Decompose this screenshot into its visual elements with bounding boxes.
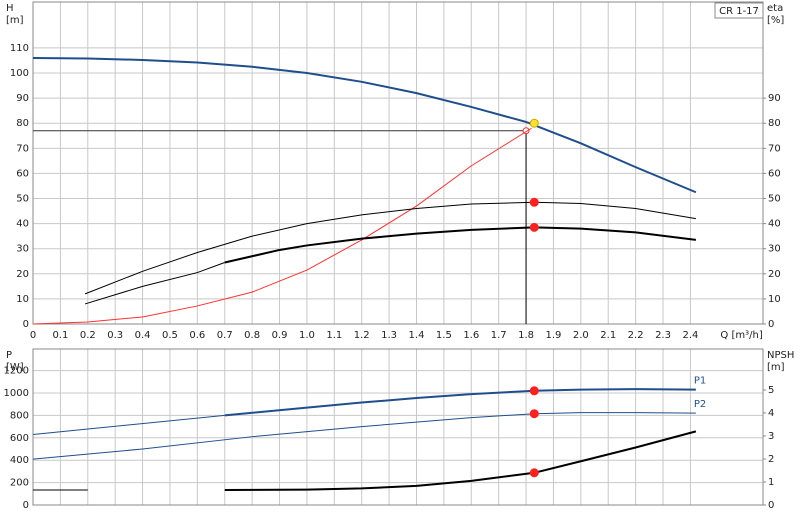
- x-tick-label: 2.3: [655, 330, 671, 341]
- y-tick-label: 100: [10, 68, 29, 79]
- series-line: [224, 388, 696, 417]
- x-tick-label: 0.3: [107, 330, 123, 341]
- y-tick-label: 90: [16, 93, 29, 104]
- plot-area: [33, 349, 763, 505]
- series-line: [224, 226, 697, 264]
- y-axis-label: P: [6, 350, 12, 361]
- duty-point: [529, 409, 539, 419]
- duty-point: [529, 222, 539, 232]
- duty-point: [529, 468, 539, 478]
- y2-tick-label: 30: [768, 244, 781, 255]
- y2-tick-label: 1: [768, 477, 774, 488]
- x-tick-label: 2.4: [682, 330, 698, 341]
- x-tick-label: 0.1: [52, 330, 68, 341]
- series-line: [84, 201, 696, 295]
- x-tick-label: 0.8: [244, 330, 260, 341]
- x-axis-label: Q [m³/h]: [720, 330, 762, 341]
- x-tick-label: 1.0: [299, 330, 315, 341]
- y2-axis-unit: [m]: [767, 362, 785, 373]
- y-tick-label: 20: [16, 269, 29, 280]
- duty-point: [529, 386, 539, 396]
- y-tick-label: 0: [23, 319, 29, 330]
- y2-tick-label: 0: [768, 500, 774, 511]
- x-tick-label: 0.2: [80, 330, 96, 341]
- series-label: P2: [694, 399, 706, 410]
- x-tick-label: 0.5: [162, 330, 178, 341]
- y2-tick-label: 4: [768, 408, 774, 419]
- y2-tick-label: 0: [768, 319, 774, 330]
- y-tick-label: 80: [16, 118, 29, 129]
- series-label: P1: [694, 376, 706, 387]
- y-tick-label: 50: [16, 194, 29, 205]
- plot-frame: [32, 348, 764, 506]
- y2-axis-label: eta: [767, 3, 783, 14]
- y-tick-label: 1000: [4, 388, 29, 399]
- x-tick-label: 0: [30, 330, 36, 341]
- x-tick-label: 1.9: [545, 330, 561, 341]
- y2-axis-unit: [%]: [767, 15, 784, 26]
- plot-frame: [32, 1, 764, 325]
- y-tick-label: 200: [10, 478, 29, 489]
- x-tick-label: 1.8: [518, 330, 534, 341]
- y-tick-label: 1200: [4, 366, 29, 377]
- y2-tick-label: 50: [768, 194, 781, 205]
- y2-tick-label: 2: [768, 454, 774, 465]
- duty-point: [529, 118, 539, 128]
- series-line: [224, 430, 697, 492]
- series-line: [32, 127, 532, 325]
- x-tick-label: 2.0: [573, 330, 589, 341]
- x-tick-label: 1.1: [326, 330, 342, 341]
- x-tick-label: 0.4: [135, 330, 151, 341]
- x-tick-label: 1.4: [409, 330, 425, 341]
- y-axis-unit: [m]: [6, 15, 24, 26]
- y-tick-label: 40: [16, 219, 29, 230]
- plot-area: [33, 2, 763, 324]
- x-tick-label: 1.7: [491, 330, 507, 341]
- y2-tick-label: 70: [768, 143, 781, 154]
- x-tick-label: 0.6: [189, 330, 205, 341]
- y-tick-label: 60: [16, 168, 29, 179]
- y2-tick-label: 80: [768, 118, 781, 129]
- series-line: [32, 412, 696, 460]
- series-line: [84, 262, 225, 305]
- y2-tick-label: 90: [768, 93, 781, 104]
- x-tick-label: 1.6: [463, 330, 479, 341]
- y2-tick-label: 5: [768, 385, 774, 396]
- y-tick-label: 30: [16, 244, 29, 255]
- y-tick-label: 70: [16, 143, 29, 154]
- legend-box: [714, 2, 764, 19]
- y2-tick-label: 3: [768, 431, 774, 442]
- x-tick-label: 2.1: [600, 330, 616, 341]
- y2-tick-label: 10: [768, 294, 781, 305]
- y-tick-label: 800: [10, 410, 29, 421]
- duty-point: [529, 197, 539, 207]
- y-tick-label: 110: [10, 43, 29, 54]
- x-tick-label: 2.2: [628, 330, 644, 341]
- legend-label: CR 1-17: [719, 6, 759, 17]
- y2-tick-label: 40: [768, 219, 781, 230]
- y2-tick-label: 20: [768, 269, 781, 280]
- series-line: [32, 414, 225, 435]
- x-tick-label: 1.3: [381, 330, 397, 341]
- y-tick-label: 400: [10, 455, 29, 466]
- x-tick-label: 0.7: [217, 330, 233, 341]
- y2-axis-label: NPSH: [767, 350, 794, 361]
- x-tick-label: 0.9: [272, 330, 288, 341]
- x-tick-label: 1.2: [354, 330, 370, 341]
- y-tick-label: 10: [16, 294, 29, 305]
- y-axis-label: H: [6, 3, 14, 14]
- y-tick-label: 0: [23, 500, 29, 511]
- y-tick-label: 600: [10, 433, 29, 444]
- series-line: [32, 56, 697, 194]
- x-tick-label: 1.5: [436, 330, 452, 341]
- y-axis-unit: [W]: [6, 362, 24, 373]
- y2-tick-label: 60: [768, 168, 781, 179]
